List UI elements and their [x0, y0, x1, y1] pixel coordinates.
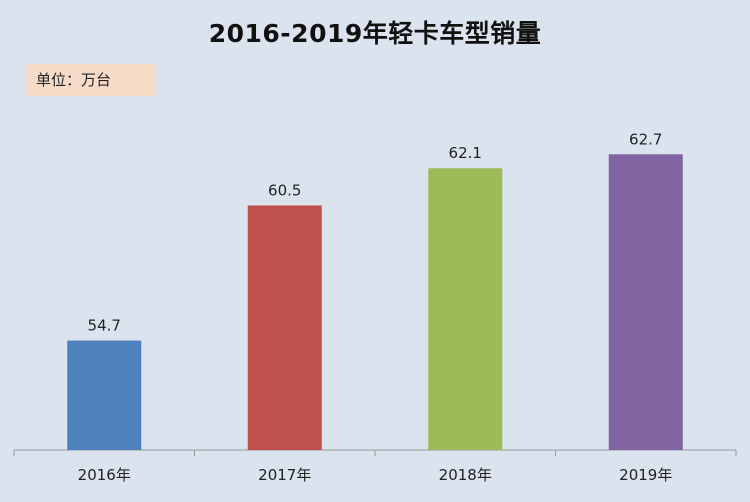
unit-label: 单位：万台: [26, 64, 156, 96]
bar-3: [428, 168, 503, 450]
bar-4: [608, 154, 683, 450]
x-tick-label-4: 2019年: [619, 466, 672, 484]
chart-title: 2016-2019年轻卡车型销量: [208, 19, 542, 48]
x-tick-label-1: 2016年: [78, 466, 131, 484]
x-tick-label-3: 2018年: [439, 466, 492, 484]
bar-value-label-2: 60.5: [268, 182, 301, 200]
bar-2: [247, 205, 322, 450]
bar-value-label-4: 62.7: [629, 130, 662, 148]
bar-value-label-3: 62.1: [449, 144, 482, 162]
bar-value-label-1: 54.7: [88, 317, 121, 335]
bar-1: [67, 340, 142, 450]
x-tick-label-2: 2017年: [258, 466, 311, 484]
